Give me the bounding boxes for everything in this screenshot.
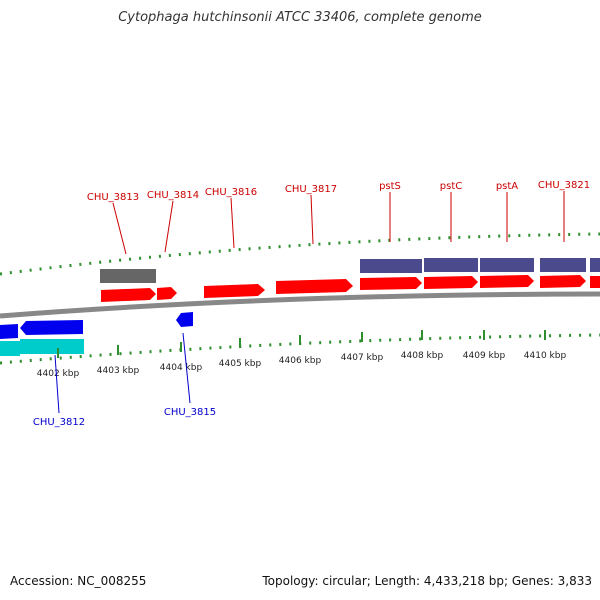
feature-block <box>480 258 534 272</box>
gene-label: CHU_3814 <box>147 190 199 201</box>
gene-label-connector <box>310 194 314 245</box>
axis-tick-label: 4404 kbp <box>160 363 203 373</box>
gene-label-connector <box>164 200 174 253</box>
gene-label: pstC <box>440 181 462 192</box>
gene-arrow-edge <box>590 276 600 288</box>
gene-label: CHU_3817 <box>285 184 337 195</box>
gene-label-layer: CHU_3813 CHU_3814 CHU_3816 CHU_3817 pstS pstC… <box>33 180 590 428</box>
gene-arrow-pstc <box>424 276 478 289</box>
gene-label-connector <box>112 202 127 255</box>
gene-label-connector <box>182 332 191 404</box>
axis-tick-label: 4406 kbp <box>279 356 322 366</box>
gene-arrow-chu-3813 <box>101 288 156 302</box>
tick-layer: 4402 kbp 4403 kbp 4404 kbp 4405 kbp 4406 kbp… <box>37 330 567 379</box>
feature-block <box>424 258 478 272</box>
gene-label: CHU_3816 <box>205 187 257 198</box>
feature-block <box>590 258 600 272</box>
gene-label: CHU_3821 <box>538 180 590 191</box>
cyan-feature <box>20 339 84 354</box>
rna-feature <box>100 269 156 283</box>
axis-tick-label: 4410 kbp <box>524 351 567 361</box>
axis-tick-label: 4402 kbp <box>37 369 80 379</box>
gene-label: pstS <box>379 181 401 192</box>
reverse-gene-arrows <box>0 312 193 339</box>
accession-label: Accession: NC_008255 <box>10 574 147 588</box>
genome-title: Cytophaga hutchinsonii ATCC 33406, compl… <box>118 10 482 25</box>
gene-label: pstA <box>496 181 518 192</box>
gene-arrow-psta <box>480 275 534 288</box>
outer-tick-track <box>0 232 600 276</box>
genome-summary-label: Topology: circular; Length: 4,433,218 bp… <box>262 574 592 588</box>
genome-backbone <box>0 291 600 319</box>
gene-arrow-chu-3815 <box>176 312 193 327</box>
gene-arrow-chu-3816 <box>204 284 265 298</box>
axis-tick-label: 4403 kbp <box>97 366 140 376</box>
gene-label: CHU_3813 <box>87 192 139 203</box>
gene-label-connector <box>54 354 60 414</box>
axis-tick-label: 4405 kbp <box>219 359 262 369</box>
gene-arrow-chu-3817 <box>276 279 353 294</box>
gene-arrow-psts <box>360 277 422 290</box>
gene-arrow-chu-3821 <box>540 275 586 288</box>
gene-label: CHU_3815 <box>164 407 216 418</box>
feature-block <box>540 258 586 272</box>
axis-tick-label: 4408 kbp <box>401 351 444 361</box>
inner-tick-track <box>0 333 600 365</box>
gene-label: CHU_3812 <box>33 417 85 428</box>
gene-arrow-chu-3812 <box>0 324 18 339</box>
axis-tick-label: 4409 kbp <box>463 351 506 361</box>
feature-block <box>360 259 422 273</box>
cyan-feature <box>0 341 20 356</box>
gene-label-connector <box>230 197 235 249</box>
forward-gene-arrows <box>101 275 600 302</box>
gene-arrow-chu-3814 <box>157 287 177 300</box>
gene-arrow-chu-3812-main <box>20 320 83 335</box>
axis-tick-label: 4407 kbp <box>341 353 384 363</box>
